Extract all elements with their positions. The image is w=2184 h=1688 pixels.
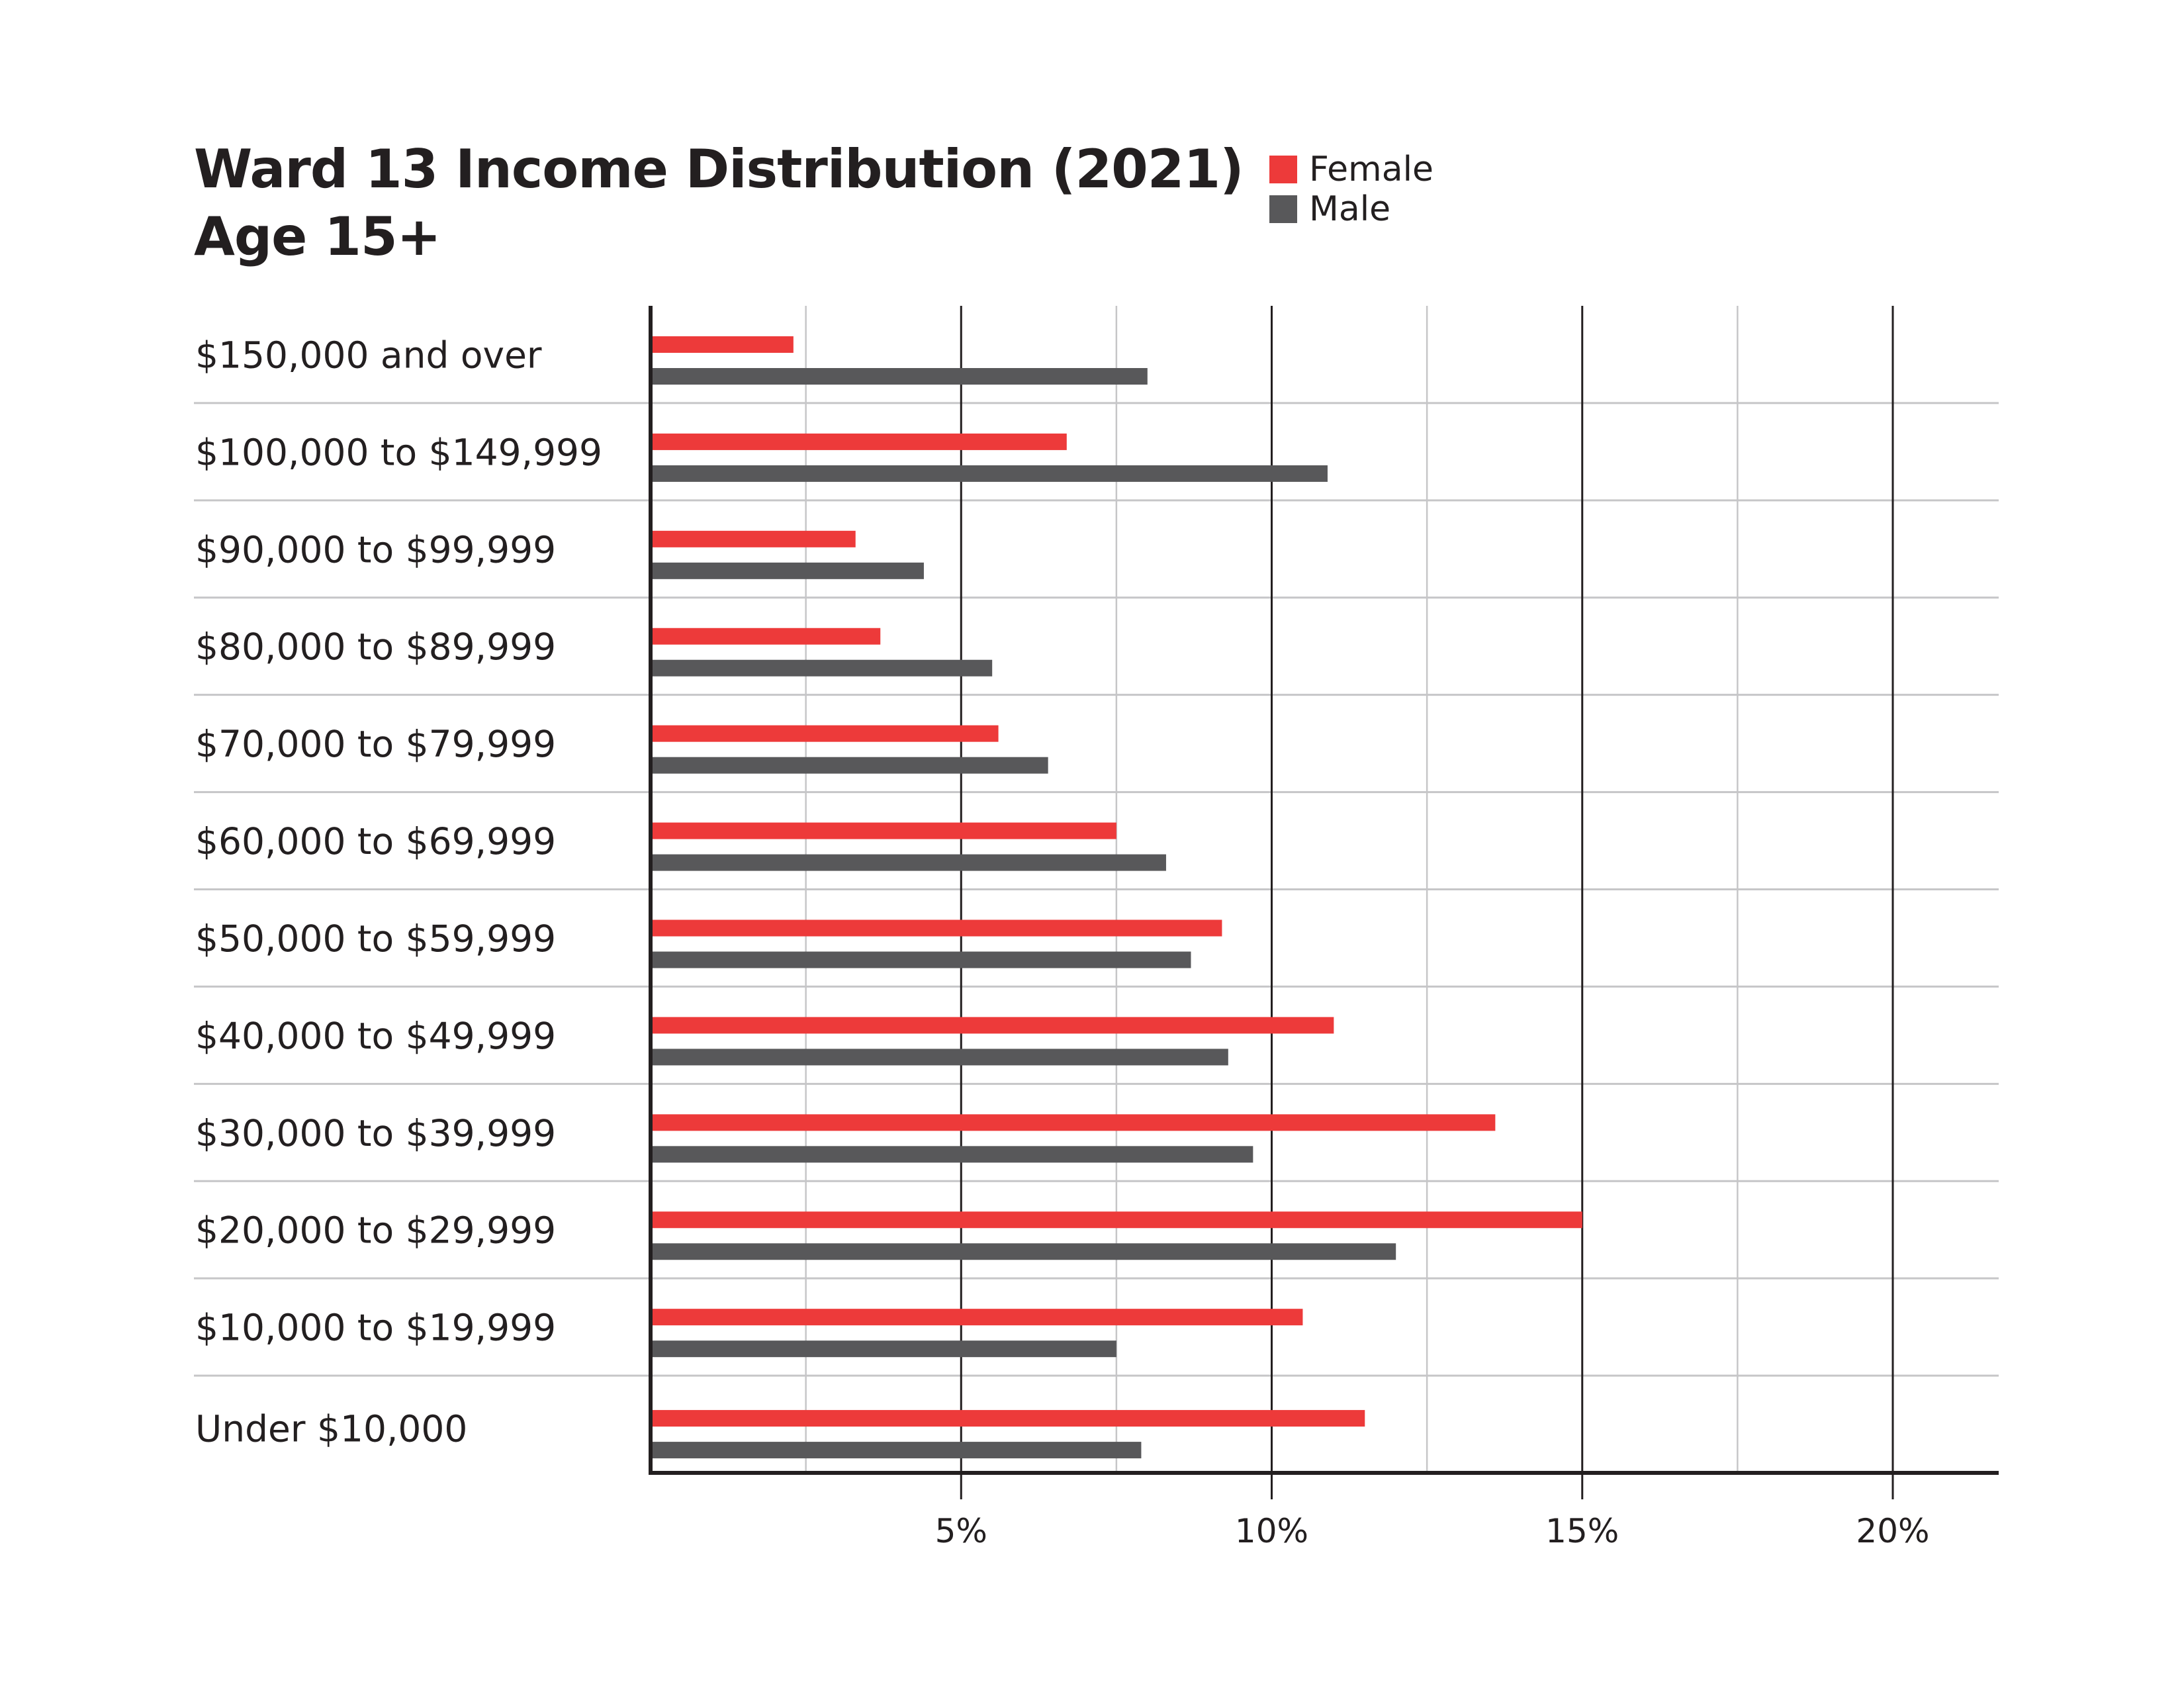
bar-male: [651, 854, 1166, 871]
category-label: $20,000 to $29,999: [195, 1209, 556, 1252]
bar-male: [651, 757, 1048, 774]
bar-male: [651, 1340, 1116, 1358]
bar-male: [651, 1049, 1228, 1066]
bar-female: [651, 530, 856, 547]
bar-female: [651, 1114, 1496, 1131]
bar-female: [651, 336, 794, 353]
category-label: $100,000 to $149,999: [195, 431, 602, 473]
category-label: $90,000 to $99,999: [195, 528, 556, 571]
category-label: $10,000 to $19,999: [195, 1307, 556, 1349]
x-tick-label: 10%: [1235, 1512, 1308, 1550]
bar-female: [651, 1017, 1334, 1034]
legend-label-male: Male: [1309, 189, 1391, 229]
category-label: Under $10,000: [195, 1408, 467, 1450]
chart-subtitle: Age 15+: [194, 206, 441, 267]
chart-title-line: Ward 13 Income Distribution (2021): [194, 138, 1244, 200]
legend: Female Male: [1269, 150, 1433, 229]
bar-female: [651, 628, 881, 645]
bar-male: [651, 1243, 1396, 1260]
x-tick-label: 15%: [1545, 1512, 1619, 1550]
legend-label-female: Female: [1309, 150, 1434, 189]
category-label: $40,000 to $49,999: [195, 1015, 556, 1057]
category-label: $50,000 to $59,999: [195, 917, 556, 960]
bar-male: [651, 368, 1148, 385]
bar-male: [651, 1146, 1253, 1163]
bar-female: [651, 1410, 1365, 1427]
category-label: $60,000 to $69,999: [195, 820, 556, 863]
bar-male: [651, 659, 993, 677]
bar-female: [651, 919, 1222, 937]
x-tick-label: 5%: [935, 1512, 987, 1550]
bar-male: [651, 562, 924, 579]
category-label: $70,000 to $79,999: [195, 723, 556, 765]
x-tick-label: 20%: [1856, 1512, 1929, 1550]
bar-male: [651, 1442, 1142, 1459]
legend-item-female: Female: [1269, 150, 1433, 189]
bar-female: [651, 1309, 1303, 1326]
legend-item-male: Male: [1269, 189, 1433, 229]
category-label: $30,000 to $39,999: [195, 1112, 556, 1154]
bar-male: [651, 951, 1191, 968]
bar-female: [651, 1211, 1582, 1229]
legend-swatch-female: [1269, 156, 1297, 183]
bar-male: [651, 465, 1328, 482]
legend-swatch-male: [1269, 195, 1297, 223]
chart-title: Ward 13 Income Distribution (2021) Age 1…: [194, 136, 1244, 271]
bar-female: [651, 433, 1067, 450]
category-label: $80,000 to $89,999: [195, 626, 556, 668]
bar-female: [651, 725, 999, 742]
category-label: $150,000 and over: [195, 334, 542, 376]
bar-female: [651, 822, 1116, 839]
